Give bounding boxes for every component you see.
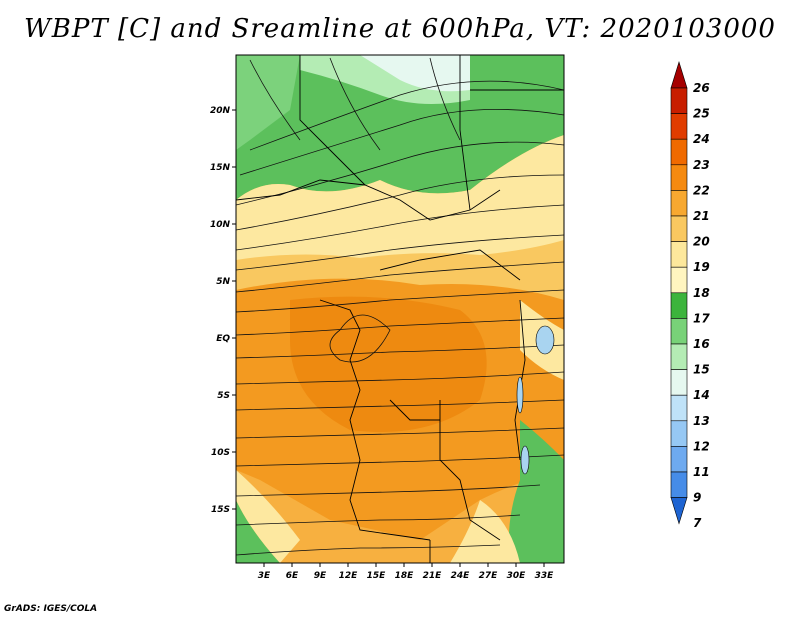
- colorbar-swatch: [670, 446, 688, 473]
- colorbar-swatch: [670, 138, 688, 166]
- chart-title: WBPT [C] and Sreamline at 600hPa, VT: 20…: [24, 14, 776, 44]
- colorbar-swatch: [670, 471, 688, 498]
- lon-label: 9E: [314, 571, 327, 581]
- map-frame: [235, 54, 565, 564]
- colorbar-label: 20: [693, 235, 710, 249]
- colorbar-swatch: [670, 241, 688, 268]
- lon-label: 33E: [535, 571, 555, 581]
- lat-label: 5S: [217, 391, 230, 401]
- colorbar: 26 25 24 23 22 21 20 19 18 17 16 15 14 13 12 11 9 7: [670, 60, 710, 530]
- lon-label: 24E: [451, 571, 471, 581]
- colorbar-label: 7: [693, 516, 702, 530]
- lat-label: 15S: [211, 505, 230, 515]
- lat-label: 15N: [210, 163, 231, 173]
- colorbar-swatch: [670, 164, 688, 191]
- colorbar-label: 9: [693, 491, 701, 505]
- colorbar-swatch: [670, 190, 688, 217]
- colorbar-label: 15: [693, 363, 710, 377]
- lat-label: 10N: [210, 220, 231, 230]
- colorbar-label: 13: [693, 414, 710, 428]
- colorbar-swatch: [670, 87, 688, 114]
- lon-label: 6E: [286, 571, 299, 581]
- lon-label: 15E: [367, 571, 387, 581]
- lon-label: 27E: [479, 571, 499, 581]
- latitude-ticks: [232, 109, 236, 510]
- colorbar-label: 12: [693, 439, 710, 453]
- longitude-ticks: [263, 563, 545, 567]
- colorbar-label: 26: [693, 81, 710, 95]
- colorbar-label: 17: [693, 311, 710, 325]
- colorbar-label: 21: [693, 209, 710, 223]
- colorbar-label: 25: [693, 107, 710, 121]
- colorbar-swatch: [670, 394, 688, 422]
- country-borders: [236, 55, 564, 563]
- lat-label: EQ: [216, 334, 230, 344]
- colorbar-label: 22: [693, 183, 710, 197]
- colorbar-swatch: [670, 318, 688, 345]
- lon-label: 12E: [339, 571, 359, 581]
- colorbar-swatch: [670, 497, 688, 525]
- colorbar-label: 14: [693, 388, 710, 402]
- colorbar-swatch: [670, 292, 688, 319]
- colorbar-swatch: [670, 60, 688, 89]
- colorbar-swatch: [670, 369, 688, 396]
- lat-label: 10S: [211, 448, 230, 458]
- colorbar-label: 24: [693, 132, 710, 146]
- colorbar-swatch: [670, 113, 688, 140]
- lon-label: 18E: [395, 571, 415, 581]
- lon-label: 30E: [507, 571, 527, 581]
- streamlines: [236, 57, 564, 556]
- lat-label: 20N: [210, 106, 231, 116]
- colorbar-label: 16: [693, 337, 710, 351]
- colorbar-label: 11: [693, 465, 710, 479]
- lon-label: 3E: [258, 571, 271, 581]
- colorbar-swatch: [670, 215, 688, 242]
- footer-credit: GrADS: IGES/COLA: [4, 604, 98, 614]
- lon-label: 21E: [423, 571, 443, 581]
- colorbar-label: 18: [693, 286, 710, 300]
- colorbar-swatch: [670, 420, 688, 447]
- colorbar-label: 23: [693, 158, 710, 172]
- colorbar-swatch: [670, 266, 688, 294]
- latitude-axis: 20N 15N 10N 5N EQ 5S 10S 15S: [210, 106, 231, 515]
- lat-label: 5N: [216, 277, 230, 287]
- lakes: [516, 325, 555, 475]
- colorbar-label: 19: [693, 260, 710, 274]
- wbpt-field: [236, 55, 564, 563]
- colorbar-swatch: [670, 343, 688, 370]
- longitude-axis: 3E 6E 9E 12E 15E 18E 21E 24E 27E 30E 33E: [258, 571, 554, 581]
